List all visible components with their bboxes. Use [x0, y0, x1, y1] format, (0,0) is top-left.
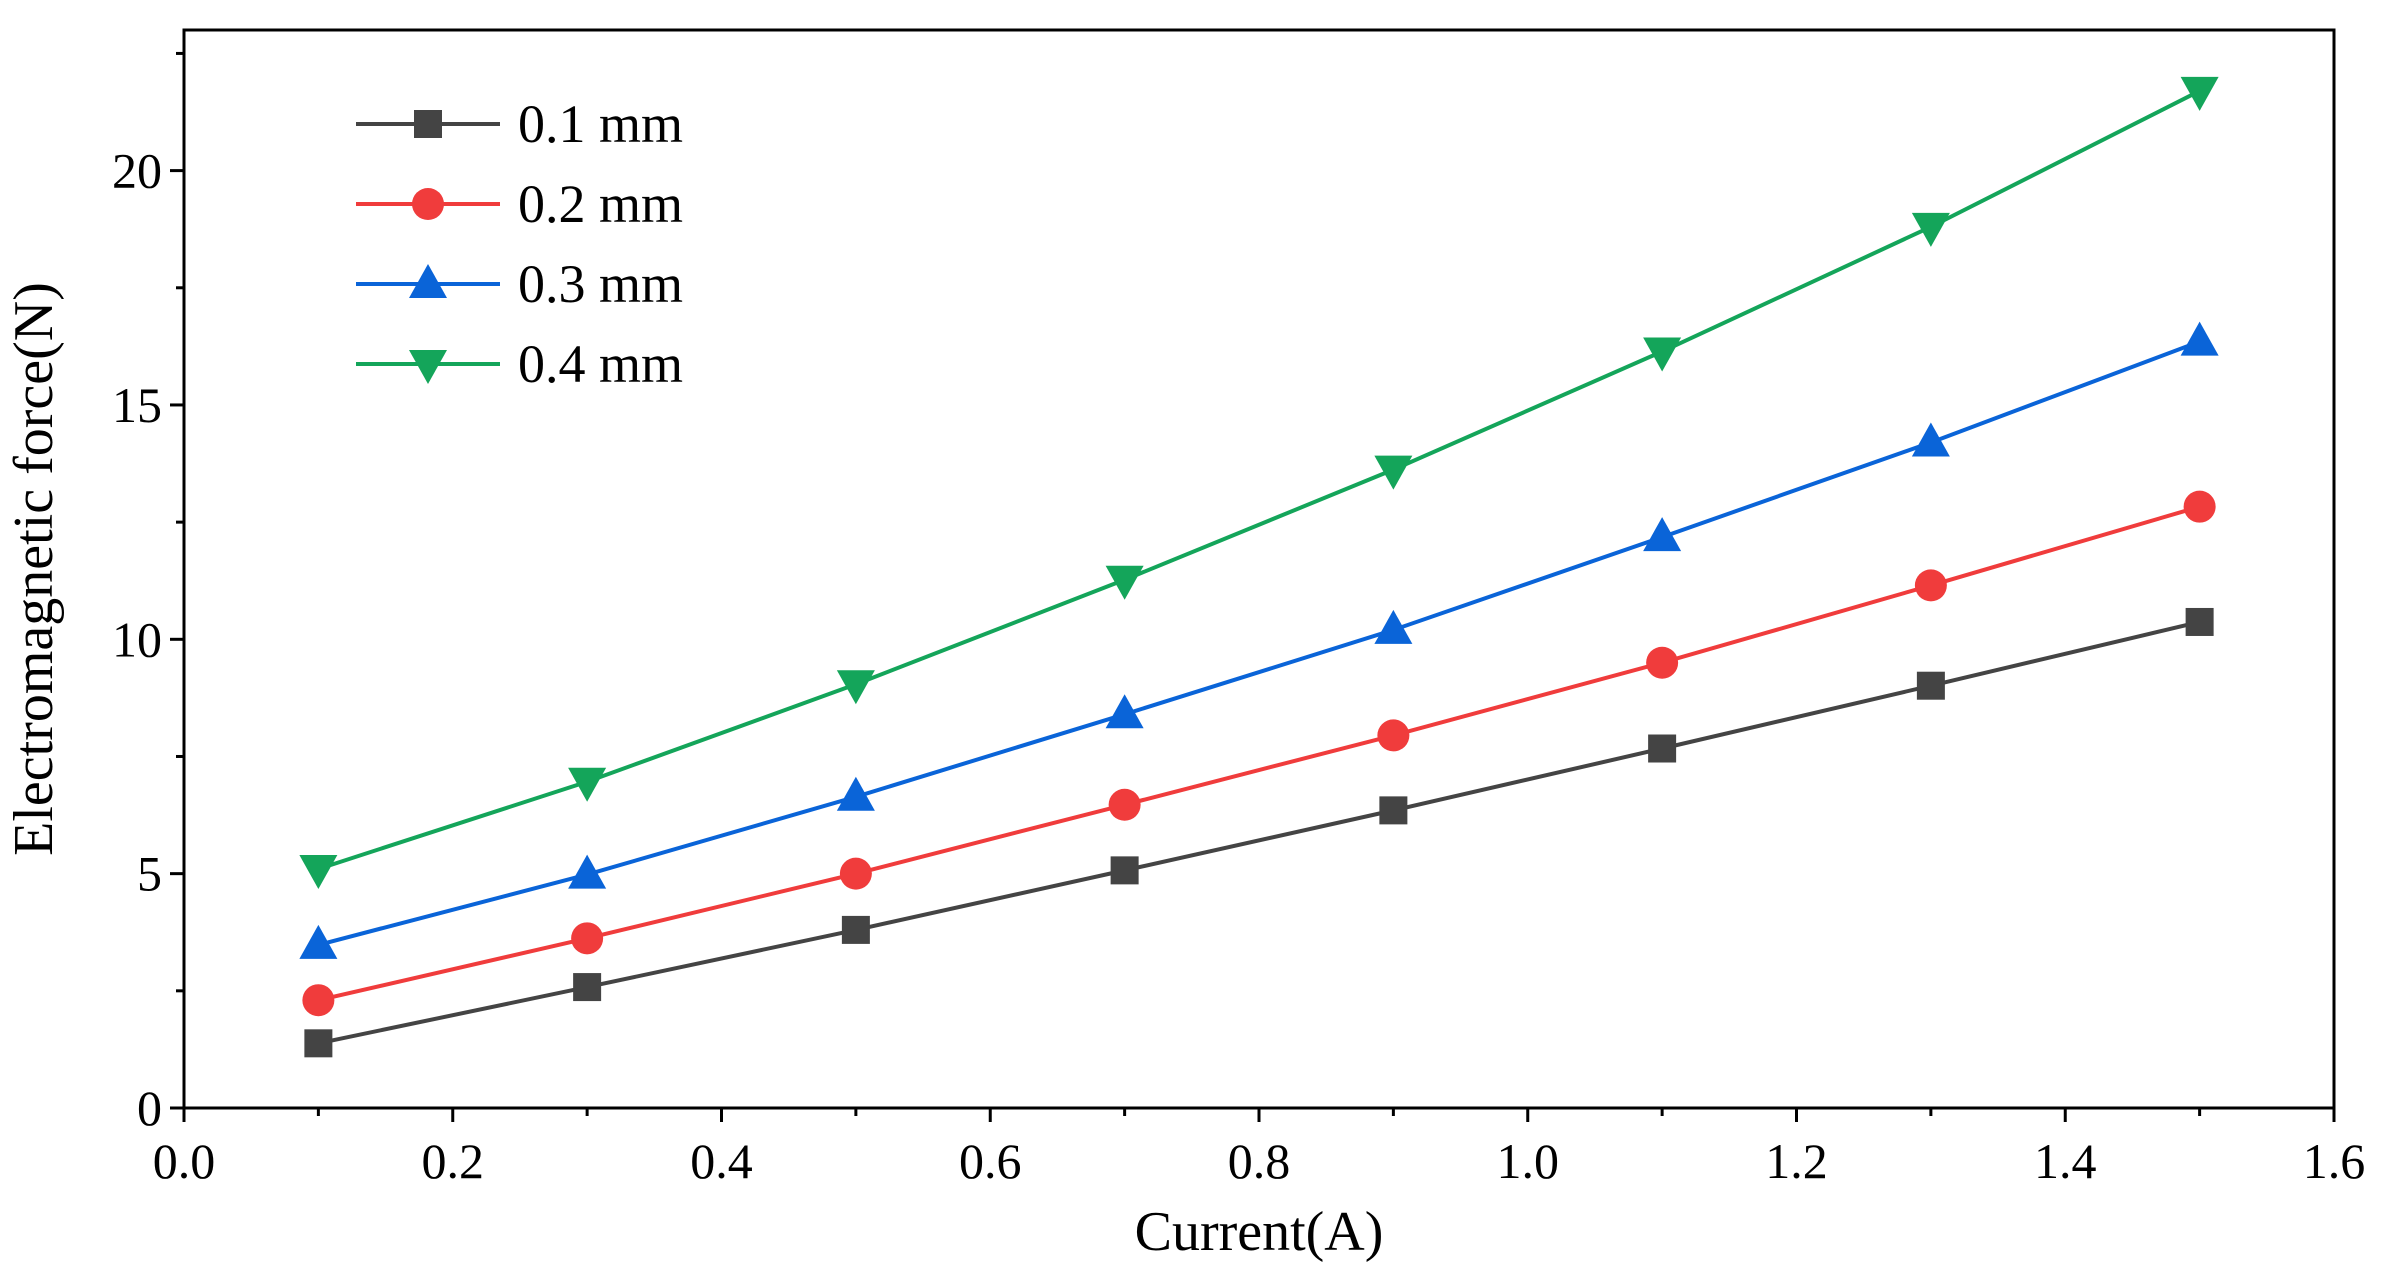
x-tick-label: 1.2: [1765, 1133, 1828, 1189]
axis-layer: 0.0 0.2 0.4 0.6 0.8 1.0 1.2 1.4 1.6 0 5 10 15 20: [112, 51, 2366, 1189]
data-point: [841, 915, 870, 944]
series-0-1-mm: [304, 607, 2214, 1058]
data-point: [2185, 607, 2214, 636]
data-point: [2180, 76, 2219, 111]
x-tick-label: 1.4: [2034, 1133, 2097, 1189]
data-point: [573, 973, 602, 1002]
y-tick-label: 10: [112, 611, 162, 667]
series-line: [317, 620, 2201, 1046]
legend-label: 0.3 mm: [518, 254, 683, 314]
data-point: [1105, 694, 1144, 729]
legend-label: 0.1 mm: [518, 94, 683, 154]
data-point: [1379, 796, 1408, 825]
data-point: [1110, 856, 1139, 885]
data-point: [299, 854, 338, 889]
series-0-2-mm: [302, 490, 2216, 1017]
legend: 0.1 mm 0.2 mm 0.3 mm 0.4 mm: [356, 94, 683, 394]
data-point: [1105, 565, 1144, 600]
data-point: [299, 924, 338, 959]
x-tick-label: 0.0: [153, 1133, 216, 1189]
x-tick-label: 0.8: [1228, 1133, 1291, 1189]
data-point: [1374, 609, 1413, 644]
legend-item: 0.1 mm: [356, 94, 683, 154]
data-point: [1643, 337, 1682, 372]
data-point: [1643, 517, 1682, 552]
data-point: [304, 1029, 333, 1058]
y-tick-label: 15: [112, 377, 162, 433]
data-point: [571, 922, 604, 955]
legend-marker: [409, 350, 447, 384]
data-point: [1916, 671, 1945, 700]
x-tick-label: 0.4: [690, 1133, 753, 1189]
data-point: [568, 854, 607, 889]
x-tick-label: 1.6: [2303, 1133, 2366, 1189]
y-axis-title: Electromagnetic force(N): [3, 282, 65, 856]
data-point: [568, 767, 607, 802]
data-point: [1377, 719, 1410, 752]
series-line: [317, 339, 2201, 947]
y-tick-label: 5: [137, 846, 162, 902]
data-point: [1911, 422, 1950, 457]
legend-item: 0.2 mm: [356, 174, 683, 234]
data-point: [302, 984, 335, 1017]
legend-item: 0.3 mm: [356, 254, 683, 314]
series-0-3-mm: [299, 321, 2219, 959]
legend-marker: [414, 110, 442, 138]
data-point: [1911, 212, 1950, 247]
series-line: [317, 89, 2201, 871]
x-tick-label: 1.0: [1497, 1133, 1560, 1189]
series-layer: [299, 76, 2219, 1058]
data-point: [1374, 455, 1413, 490]
data-point: [2183, 490, 2216, 523]
series-0-4-mm: [299, 76, 2219, 889]
data-point: [1108, 788, 1141, 821]
series-line: [317, 504, 2201, 1003]
data-point: [2180, 321, 2219, 356]
data-point: [1648, 734, 1677, 763]
data-point: [839, 857, 872, 890]
legend-label: 0.4 mm: [518, 334, 683, 394]
data-point: [1914, 569, 1947, 602]
legend-marker: [409, 264, 447, 298]
data-point: [1646, 646, 1679, 679]
data-point: [836, 670, 875, 705]
legend-label: 0.2 mm: [518, 174, 683, 234]
legend-marker: [412, 188, 444, 220]
data-point: [836, 776, 875, 811]
y-tick-label: 0: [137, 1080, 162, 1136]
y-tick-label: 20: [112, 143, 162, 199]
x-tick-label: 0.6: [959, 1133, 1022, 1189]
x-tick-label: 0.2: [422, 1133, 485, 1189]
x-axis-title: Current(A): [1135, 1201, 1384, 1263]
legend-item: 0.4 mm: [356, 334, 683, 394]
